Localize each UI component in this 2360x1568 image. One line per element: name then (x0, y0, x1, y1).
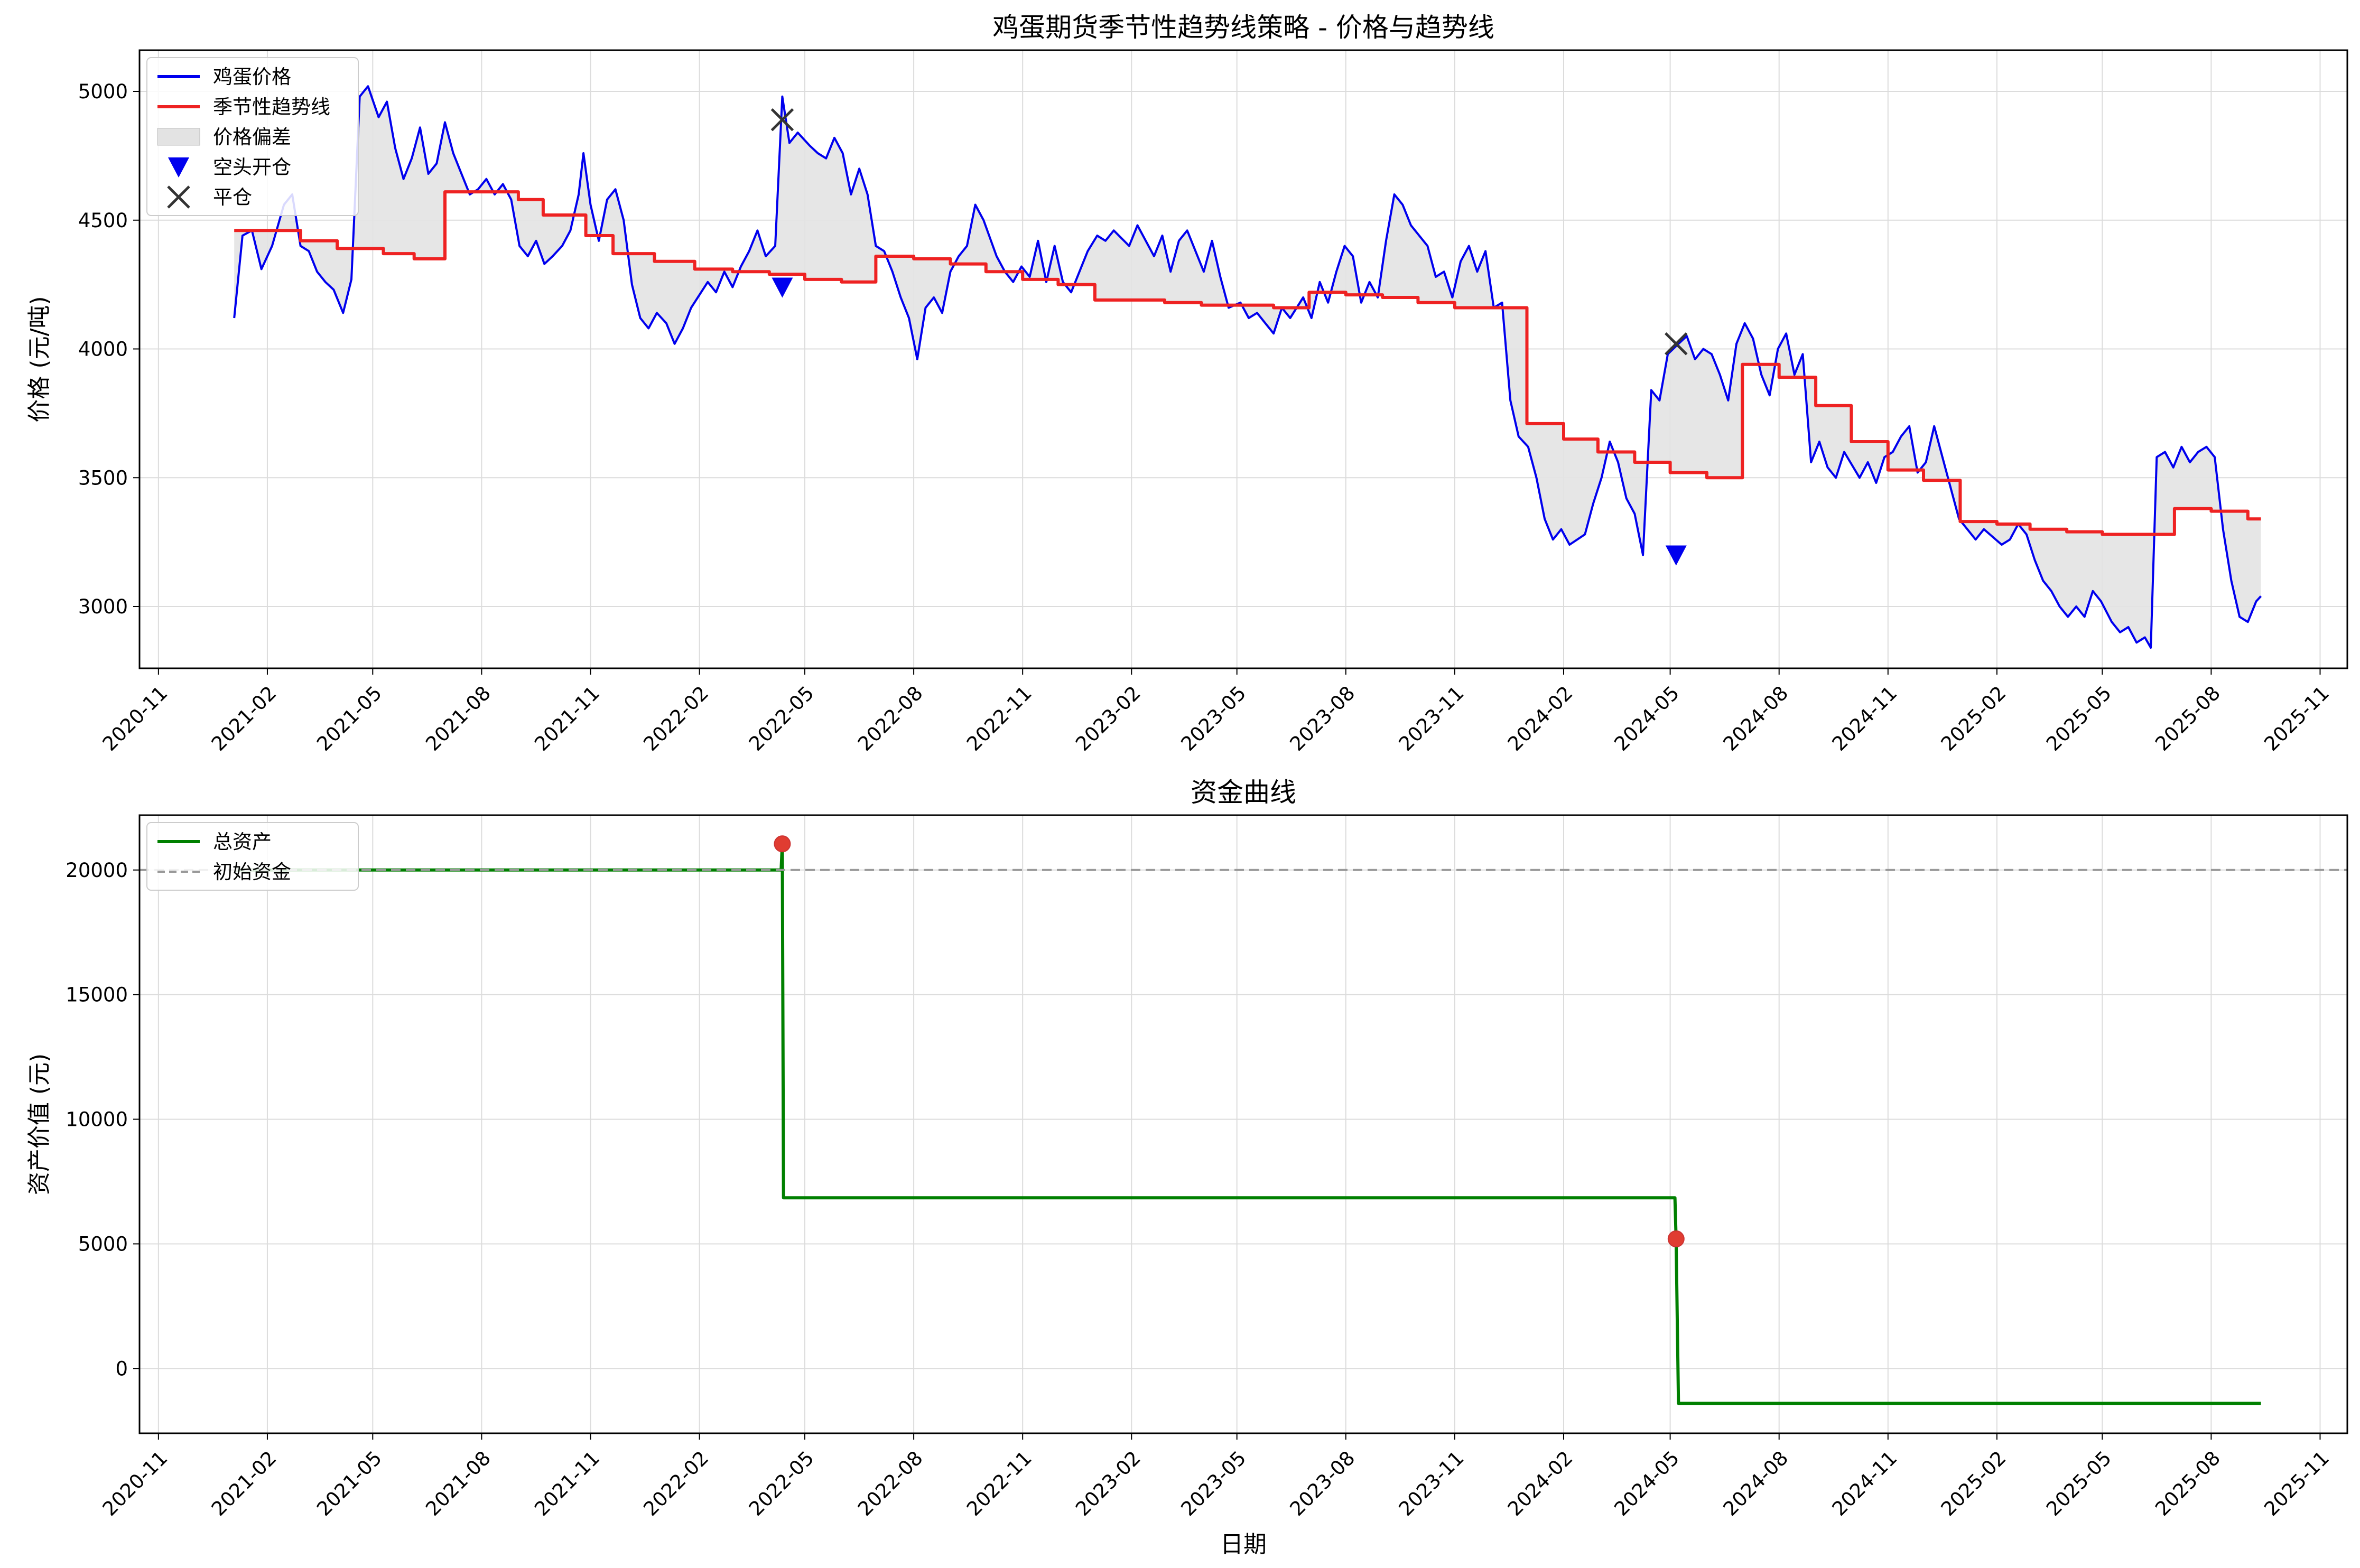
legend-box (146, 57, 359, 216)
axes-frame (138, 49, 2348, 669)
y-tick-label: 4500 (78, 209, 128, 232)
series-line-0 (234, 842, 2261, 1405)
legend-label: 总资产 (213, 830, 272, 853)
axes-frame (138, 814, 2348, 1434)
y-tick-label: 5000 (78, 1233, 128, 1255)
short-entry-marker (1665, 545, 1687, 566)
trade-point-marker (1667, 1230, 1685, 1248)
chart-title: 资金曲线 (1191, 777, 1296, 808)
close-position-marker (1665, 332, 1688, 356)
y-tick-label: 4000 (78, 338, 128, 361)
y-tick-label: 3500 (78, 466, 128, 489)
close-position-marker (770, 108, 794, 132)
series-line-1 (234, 190, 2261, 536)
trade-point-marker (774, 835, 791, 853)
y-axis-label: 价格 (元/吨) (26, 296, 53, 422)
y-tick-label: 0 (115, 1357, 128, 1380)
y-tick-label: 5000 (78, 80, 128, 103)
short-entry-marker (772, 277, 793, 298)
y-tick-label: 10000 (66, 1108, 128, 1131)
y-axis-label: 资产价值 (元) (26, 1053, 53, 1195)
legend-swatch-cross (167, 185, 190, 209)
series-line-0 (233, 85, 2262, 649)
legend-label: 平仓 (213, 186, 252, 209)
legend-label: 初始资金 (213, 861, 291, 883)
y-tick-label: 3000 (78, 595, 128, 618)
x-axis-label: 日期 (1220, 1531, 1267, 1558)
legend-swatch-triangle (168, 157, 189, 178)
plot-area (140, 842, 2347, 1405)
legend-swatch-fill (157, 128, 200, 146)
y-tick-label: 20000 (66, 859, 128, 882)
legend-label: 价格偏差 (213, 126, 291, 148)
legend-label: 鸡蛋价格 (213, 66, 291, 88)
legend-label: 季节性趋势线 (213, 96, 330, 118)
plot-area (233, 85, 2262, 649)
price-deviation-area (234, 86, 2261, 648)
legend-label: 空头开仓 (213, 156, 291, 179)
chart-title: 鸡蛋期货季节性趋势线策略 - 价格与趋势线 (992, 12, 1494, 43)
y-tick-label: 15000 (66, 984, 128, 1006)
legend-box (146, 822, 359, 891)
